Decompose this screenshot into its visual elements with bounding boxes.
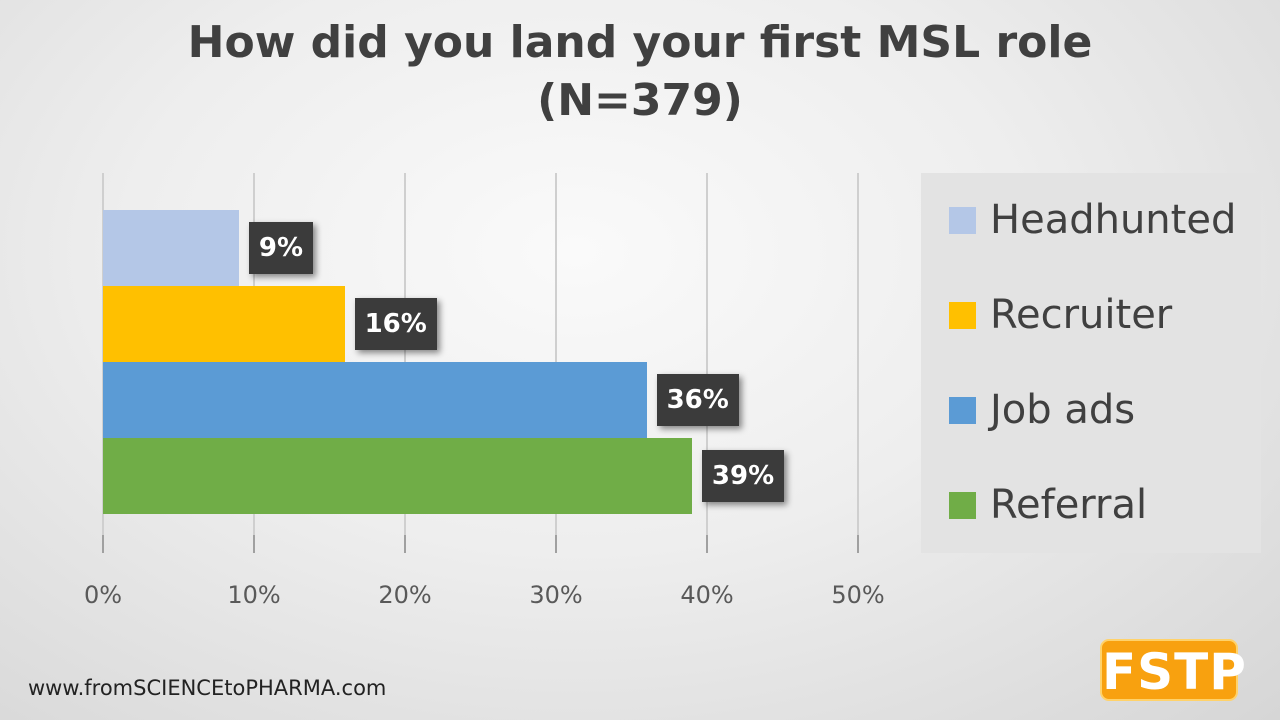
legend-label: Referral bbox=[990, 482, 1148, 528]
x-axis-tick-label: 30% bbox=[529, 581, 583, 609]
legend-label: Job ads bbox=[990, 387, 1136, 433]
legend-swatch-icon bbox=[949, 491, 976, 519]
axis-tick bbox=[555, 535, 557, 553]
data-label: 16% bbox=[354, 298, 437, 350]
bar-referral bbox=[103, 438, 692, 514]
fstp-logo: FSTP bbox=[1100, 639, 1246, 701]
plot-area: 0% 10% 20% 30% 40% 50% 9% 16% 36% 39% bbox=[84, 173, 885, 609]
chart-title: How did you land your first MSL role (N=… bbox=[0, 14, 1280, 130]
gridline bbox=[706, 173, 708, 553]
axis-tick bbox=[253, 535, 255, 553]
axis-tick bbox=[706, 535, 708, 553]
legend-label: Recruiter bbox=[990, 292, 1173, 338]
legend-swatch-icon bbox=[949, 396, 976, 424]
legend-item: Referral bbox=[949, 480, 1147, 530]
x-axis-tick-label: 40% bbox=[680, 581, 734, 609]
legend-item: Job ads bbox=[949, 385, 1135, 435]
bar-recruiter bbox=[103, 286, 345, 362]
legend: Headhunted Recruiter Job ads Referral bbox=[921, 173, 1261, 553]
bar-job-ads bbox=[103, 362, 647, 438]
data-label: 9% bbox=[248, 222, 314, 274]
legend-label: Headhunted bbox=[990, 197, 1237, 243]
data-label: 36% bbox=[656, 374, 739, 426]
axis-tick bbox=[404, 535, 406, 553]
axis-tick bbox=[102, 535, 104, 553]
legend-swatch-icon bbox=[949, 206, 976, 234]
axis-tick bbox=[857, 535, 859, 553]
chart-title-line-1: How did you land your first MSL role bbox=[187, 17, 1093, 68]
legend-item: Recruiter bbox=[949, 290, 1172, 340]
chart-title-line-2: (N=379) bbox=[537, 75, 743, 126]
website-url: www.fromSCIENCEtoPHARMA.com bbox=[28, 676, 387, 700]
x-axis-tick-label: 0% bbox=[83, 581, 123, 609]
gridline bbox=[857, 173, 859, 553]
data-label: 39% bbox=[701, 450, 785, 502]
legend-swatch-icon bbox=[949, 301, 976, 329]
bar-headhunted bbox=[103, 210, 239, 286]
x-axis-tick-label: 50% bbox=[831, 581, 885, 609]
x-axis-tick-label: 10% bbox=[227, 581, 281, 609]
legend-item: Headhunted bbox=[949, 195, 1236, 245]
x-axis-tick-label: 20% bbox=[378, 581, 432, 609]
